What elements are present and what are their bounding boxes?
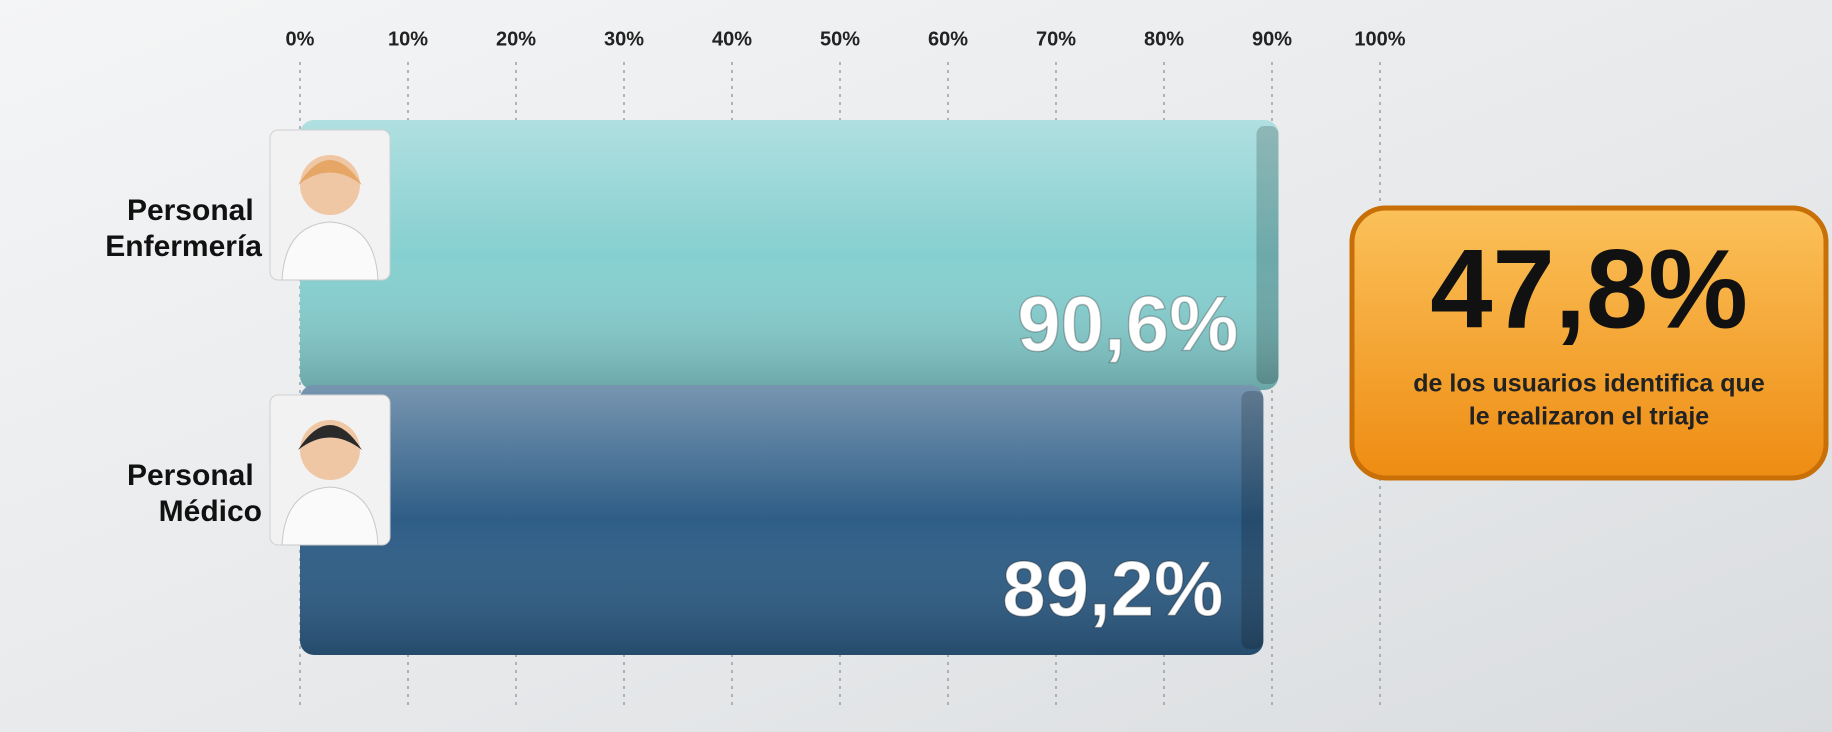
x-tick-label: 90%	[1252, 28, 1292, 50]
x-tick-label: 50%	[820, 28, 860, 50]
bar-end	[1241, 391, 1263, 649]
value-label: 89,2%	[1002, 545, 1223, 633]
x-tick-label: 60%	[928, 28, 968, 50]
bar-end	[1256, 126, 1278, 384]
value-label: 90,6%	[1017, 280, 1238, 368]
x-tick-label: 0%	[286, 28, 315, 50]
x-tick-label: 10%	[388, 28, 428, 50]
x-tick-label: 70%	[1036, 28, 1076, 50]
chart: 0%10%20%30%40%50%60%70%80%90%100% 90,6%P…	[0, 0, 1832, 732]
x-tick-label: 80%	[1144, 28, 1184, 50]
x-tick-label: 30%	[604, 28, 644, 50]
callout-text: de los usuarios identifica que	[1413, 370, 1765, 398]
callout-text: le realizaron el triaje	[1469, 403, 1709, 431]
page: 0%10%20%30%40%50%60%70%80%90%100% 90,6%P…	[0, 0, 1832, 732]
x-tick-label: 20%	[496, 28, 536, 50]
x-tick-label: 40%	[712, 28, 752, 50]
x-tick-label: 100%	[1354, 28, 1405, 50]
callout-value: 47,8%	[1430, 227, 1748, 352]
callout: 47,8% de los usuarios identifica que le …	[1352, 208, 1826, 478]
